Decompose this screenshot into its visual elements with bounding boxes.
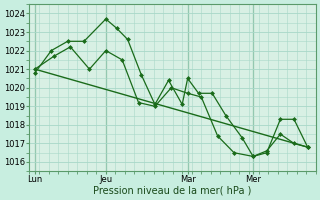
X-axis label: Pression niveau de la mer( hPa ): Pression niveau de la mer( hPa ) xyxy=(93,186,252,196)
